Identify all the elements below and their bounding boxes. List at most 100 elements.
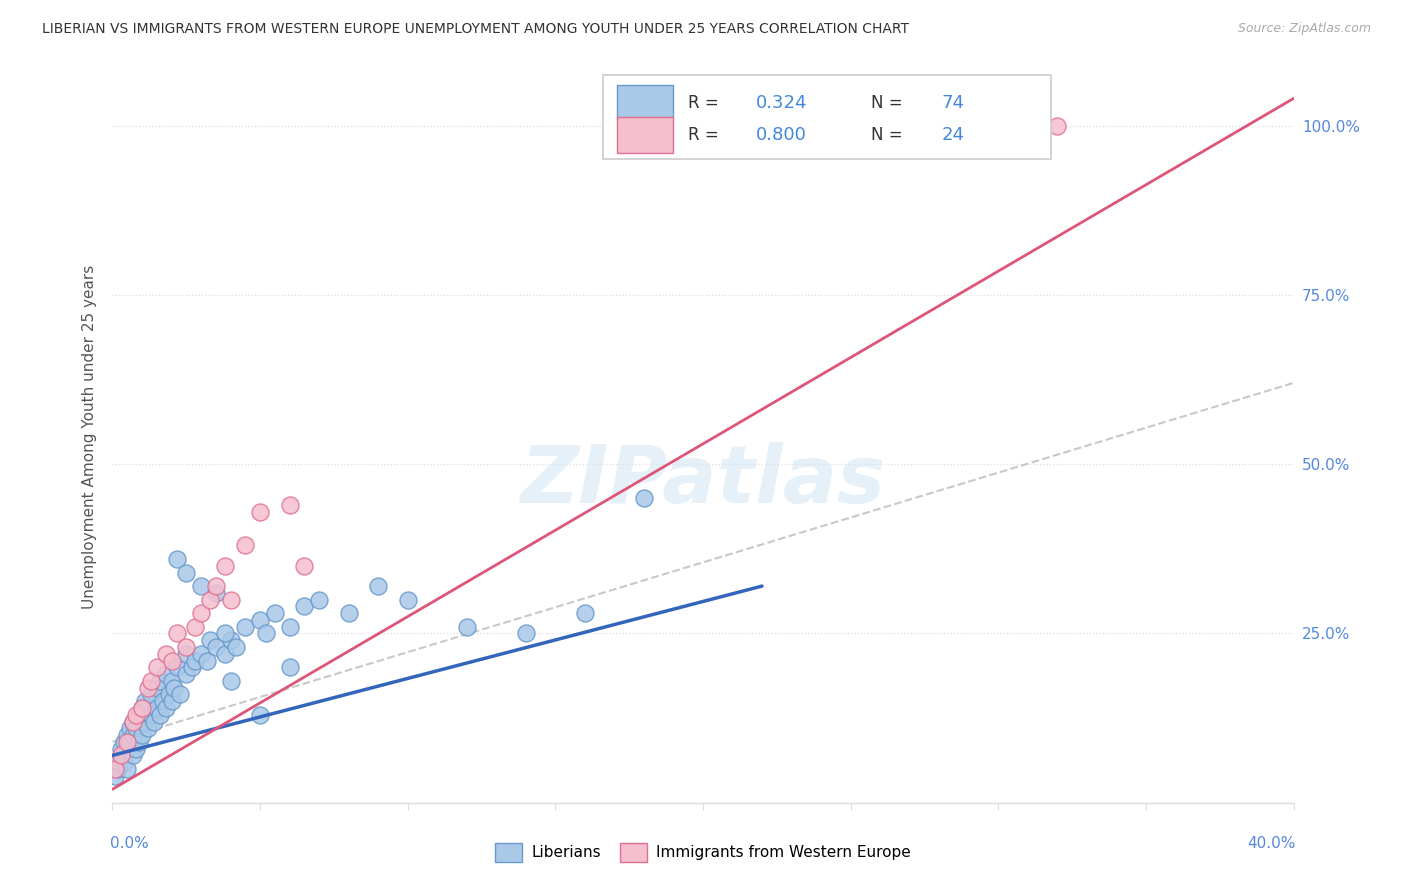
Point <box>139 673 162 688</box>
Point <box>157 688 180 702</box>
Point <box>249 505 271 519</box>
Point <box>155 667 177 681</box>
Point <box>122 728 145 742</box>
Point <box>134 694 156 708</box>
Point <box>104 762 127 776</box>
Text: N =: N = <box>870 94 908 112</box>
Point <box>110 748 132 763</box>
Bar <box>617 118 673 153</box>
Point <box>233 538 256 552</box>
Point <box>174 640 197 654</box>
Point <box>166 552 188 566</box>
Point <box>181 660 204 674</box>
Point <box>160 694 183 708</box>
Point <box>515 626 537 640</box>
Text: 40.0%: 40.0% <box>1247 836 1296 851</box>
Text: 0.0%: 0.0% <box>110 836 149 851</box>
Text: 0.800: 0.800 <box>756 126 807 144</box>
Point <box>254 626 277 640</box>
Point <box>184 654 207 668</box>
Point <box>125 707 148 722</box>
Point <box>308 592 330 607</box>
Point <box>117 735 138 749</box>
Point <box>149 673 172 688</box>
Text: R =: R = <box>688 126 724 144</box>
Point <box>166 626 188 640</box>
Point <box>131 701 153 715</box>
Point <box>367 579 389 593</box>
Point <box>190 579 212 593</box>
Point <box>169 688 191 702</box>
Point <box>195 654 218 668</box>
Point <box>104 769 127 783</box>
Text: 0.324: 0.324 <box>756 94 807 112</box>
Point <box>198 633 221 648</box>
Point <box>214 647 236 661</box>
Point <box>205 586 228 600</box>
Y-axis label: Unemployment Among Youth under 25 years: Unemployment Among Youth under 25 years <box>82 265 97 609</box>
Point <box>120 735 142 749</box>
Point <box>122 748 145 763</box>
Point <box>139 688 162 702</box>
Point <box>190 606 212 620</box>
Point <box>174 566 197 580</box>
Point <box>146 681 169 695</box>
Point <box>131 701 153 715</box>
Point <box>117 741 138 756</box>
Point <box>110 748 132 763</box>
Point <box>128 735 150 749</box>
Point <box>278 498 301 512</box>
Point <box>125 741 148 756</box>
Point <box>136 681 159 695</box>
Point <box>174 667 197 681</box>
Point <box>233 620 256 634</box>
Point <box>264 606 287 620</box>
Point <box>225 640 247 654</box>
Point <box>131 728 153 742</box>
Point <box>152 694 174 708</box>
Point <box>174 647 197 661</box>
Point <box>205 640 228 654</box>
Point <box>278 660 301 674</box>
Point <box>112 735 135 749</box>
Point <box>160 654 183 668</box>
Text: Source: ZipAtlas.com: Source: ZipAtlas.com <box>1237 22 1371 36</box>
Point <box>122 714 145 729</box>
Point <box>117 728 138 742</box>
Point <box>146 701 169 715</box>
Point <box>107 762 129 776</box>
Point <box>574 606 596 620</box>
Point <box>110 741 132 756</box>
Point <box>125 721 148 735</box>
Point <box>142 714 165 729</box>
Point <box>456 620 478 634</box>
FancyBboxPatch shape <box>603 75 1052 159</box>
Point <box>139 707 162 722</box>
Point <box>128 707 150 722</box>
Point <box>160 673 183 688</box>
Text: N =: N = <box>870 126 908 144</box>
Point <box>136 721 159 735</box>
Text: 24: 24 <box>942 126 965 144</box>
Point <box>278 620 301 634</box>
Point <box>1046 119 1069 133</box>
Point <box>214 626 236 640</box>
Point <box>190 647 212 661</box>
Point <box>219 673 242 688</box>
Point <box>117 762 138 776</box>
Point <box>292 558 315 573</box>
Point <box>219 592 242 607</box>
Text: R =: R = <box>688 94 724 112</box>
Point <box>249 613 271 627</box>
Point <box>107 755 129 769</box>
Point <box>166 660 188 674</box>
Point <box>136 701 159 715</box>
Point <box>219 633 242 648</box>
Text: LIBERIAN VS IMMIGRANTS FROM WESTERN EUROPE UNEMPLOYMENT AMONG YOUTH UNDER 25 YEA: LIBERIAN VS IMMIGRANTS FROM WESTERN EURO… <box>42 22 910 37</box>
Point <box>205 579 228 593</box>
Point <box>214 558 236 573</box>
Point <box>633 491 655 505</box>
Text: ZIPatlas: ZIPatlas <box>520 442 886 520</box>
Text: 74: 74 <box>942 94 965 112</box>
Point <box>120 721 142 735</box>
